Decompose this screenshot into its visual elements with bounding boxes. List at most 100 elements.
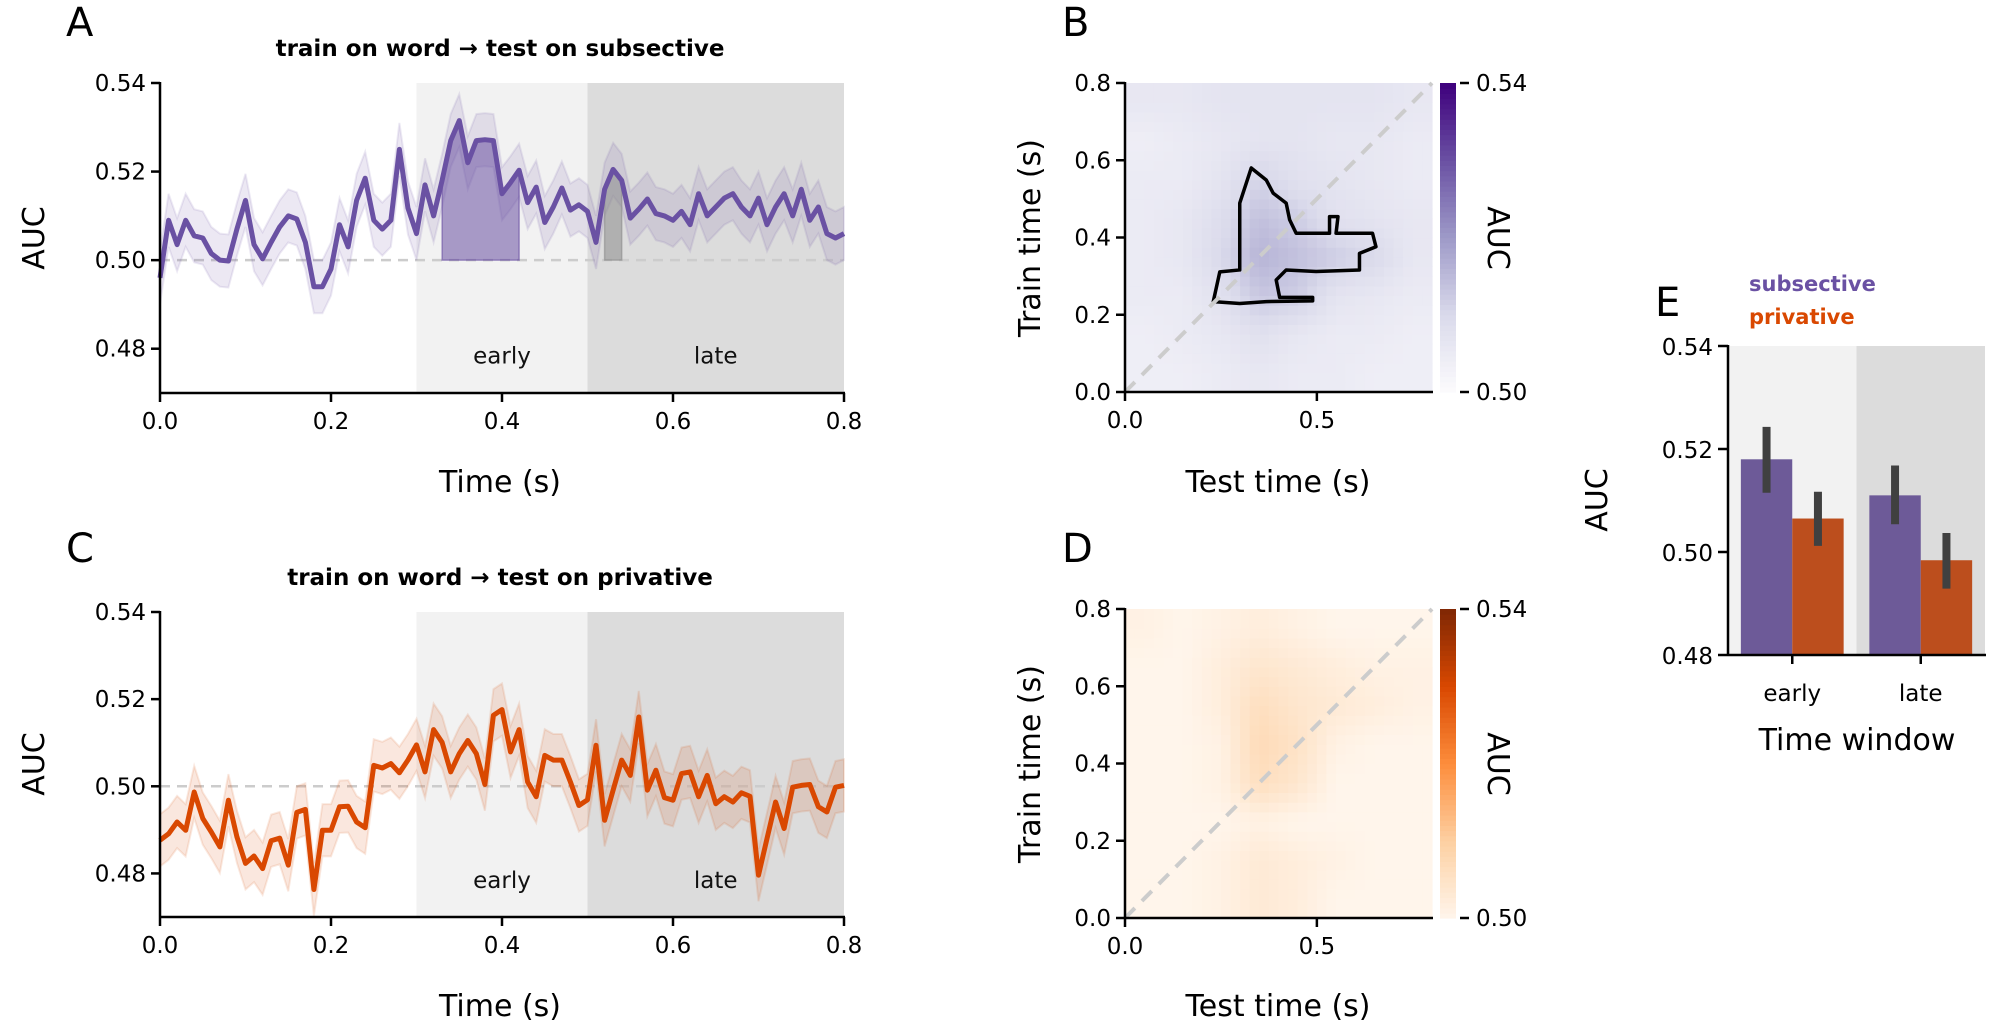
heatmap-cell [1326,724,1337,736]
heatmap-cell [1153,305,1164,316]
heatmap-cell [1153,782,1164,794]
heatmap-cell [1268,647,1280,658]
heatmap-cell [1307,840,1318,852]
colorbar-segment [1440,742,1456,749]
heatmap-cell [1336,121,1347,132]
heatmap-cell [1144,266,1155,277]
heatmap-cell [1297,715,1308,726]
heatmap-cell [1297,609,1308,620]
heatmap-cell [1412,782,1424,794]
heatmap-cell [1278,686,1289,697]
heatmap-cell [1172,256,1184,268]
heatmap-cell [1316,744,1328,755]
heatmap-cell [1172,121,1184,132]
heatmap-cell [1125,305,1136,316]
heatmap-cell [1336,237,1347,248]
heatmap-cell [1220,363,1232,374]
heatmap-cell [1163,889,1174,900]
heatmap-cell [1211,773,1222,784]
heatmap-cell [1336,198,1347,210]
heatmap-cell [1288,189,1299,200]
heatmap-cell [1240,256,1251,268]
heatmap-cell [1268,705,1280,716]
heatmap-cell [1268,840,1280,852]
heatmap-cell [1336,879,1347,890]
heatmap-cell [1259,363,1270,374]
heatmap-cell [1384,666,1395,678]
colorbar-segment [1440,691,1456,698]
heatmap-cell [1307,121,1318,132]
heatmap-cell [1259,889,1270,900]
heatmap-cell [1230,628,1241,639]
heatmap-cell [1326,334,1337,345]
heatmap-cell [1364,811,1376,823]
heatmap-cell [1297,831,1308,842]
heatmap-cell [1134,150,1145,161]
heatmap-cell [1422,256,1433,268]
heatmap-cell [1163,276,1174,287]
heatmap-cell [1412,382,1424,393]
heatmap-cell [1393,609,1404,620]
heatmap-cell [1240,802,1251,813]
heatmap-cell [1192,889,1203,900]
heatmap-cell [1422,657,1433,668]
heatmap-cell [1403,898,1414,909]
heatmap-cell [1134,247,1145,258]
heatmap-cell [1384,131,1395,142]
heatmap-cell [1144,908,1155,919]
heatmap-cell [1336,324,1347,335]
heatmap-cell [1345,237,1356,248]
heatmap-cell [1240,869,1251,880]
x-tick-label: 0.0 [1107,408,1144,434]
heatmap-cell [1374,111,1385,123]
heatmap-cell [1288,821,1299,832]
heatmap-cell [1134,314,1145,326]
heatmap-cell [1134,266,1145,277]
heatmap-cell [1144,92,1155,103]
heatmap-cell [1278,744,1289,755]
heatmap-cell [1172,686,1184,697]
heatmap-cell [1134,802,1145,813]
heatmap-cell [1326,734,1337,745]
heatmap-cell [1144,724,1155,736]
heatmap-cell [1201,763,1212,774]
colorbar-segment [1440,129,1456,136]
heatmap-cell [1172,802,1184,813]
colorbar-segment [1440,247,1456,254]
heatmap-cell [1163,811,1174,823]
heatmap-cell [1211,83,1222,94]
heatmap-cell [1144,169,1155,181]
heatmap-cell [1345,609,1356,620]
heatmap-cell [1211,676,1222,687]
panel-d-ylabel: Train time (s) [1013,665,1048,864]
y-tick-label: 0.2 [1074,829,1111,855]
heatmap-cell [1192,609,1203,620]
heatmap-cell [1240,744,1251,755]
colorbar-segment [1440,804,1456,811]
heatmap-cell [1134,121,1145,132]
heatmap-cell [1384,628,1395,639]
heatmap-cell [1307,92,1318,103]
heatmap-cell [1182,169,1193,181]
heatmap-cell [1393,121,1404,132]
heatmap-cell [1307,276,1318,287]
heatmap-cell [1422,695,1433,707]
colorbar-segment [1440,820,1456,826]
heatmap-cell [1134,860,1145,871]
heatmap-cell [1249,334,1260,345]
heatmap-cell [1355,821,1366,832]
heatmap-cell [1220,83,1232,94]
heatmap-cell [1125,218,1136,229]
heatmap-cell [1153,773,1164,784]
heatmap-cell [1412,676,1424,687]
heatmap-cell [1153,237,1164,248]
window-early [416,612,588,917]
heatmap-cell [1220,869,1232,880]
heatmap-cell [1153,753,1164,765]
heatmap-cell [1412,647,1424,658]
heatmap-cell [1182,860,1193,871]
heatmap-cell [1134,869,1145,880]
heatmap-cell [1393,276,1404,287]
y-tick-label: 0.0 [1074,380,1111,406]
heatmap-cell [1230,305,1241,316]
